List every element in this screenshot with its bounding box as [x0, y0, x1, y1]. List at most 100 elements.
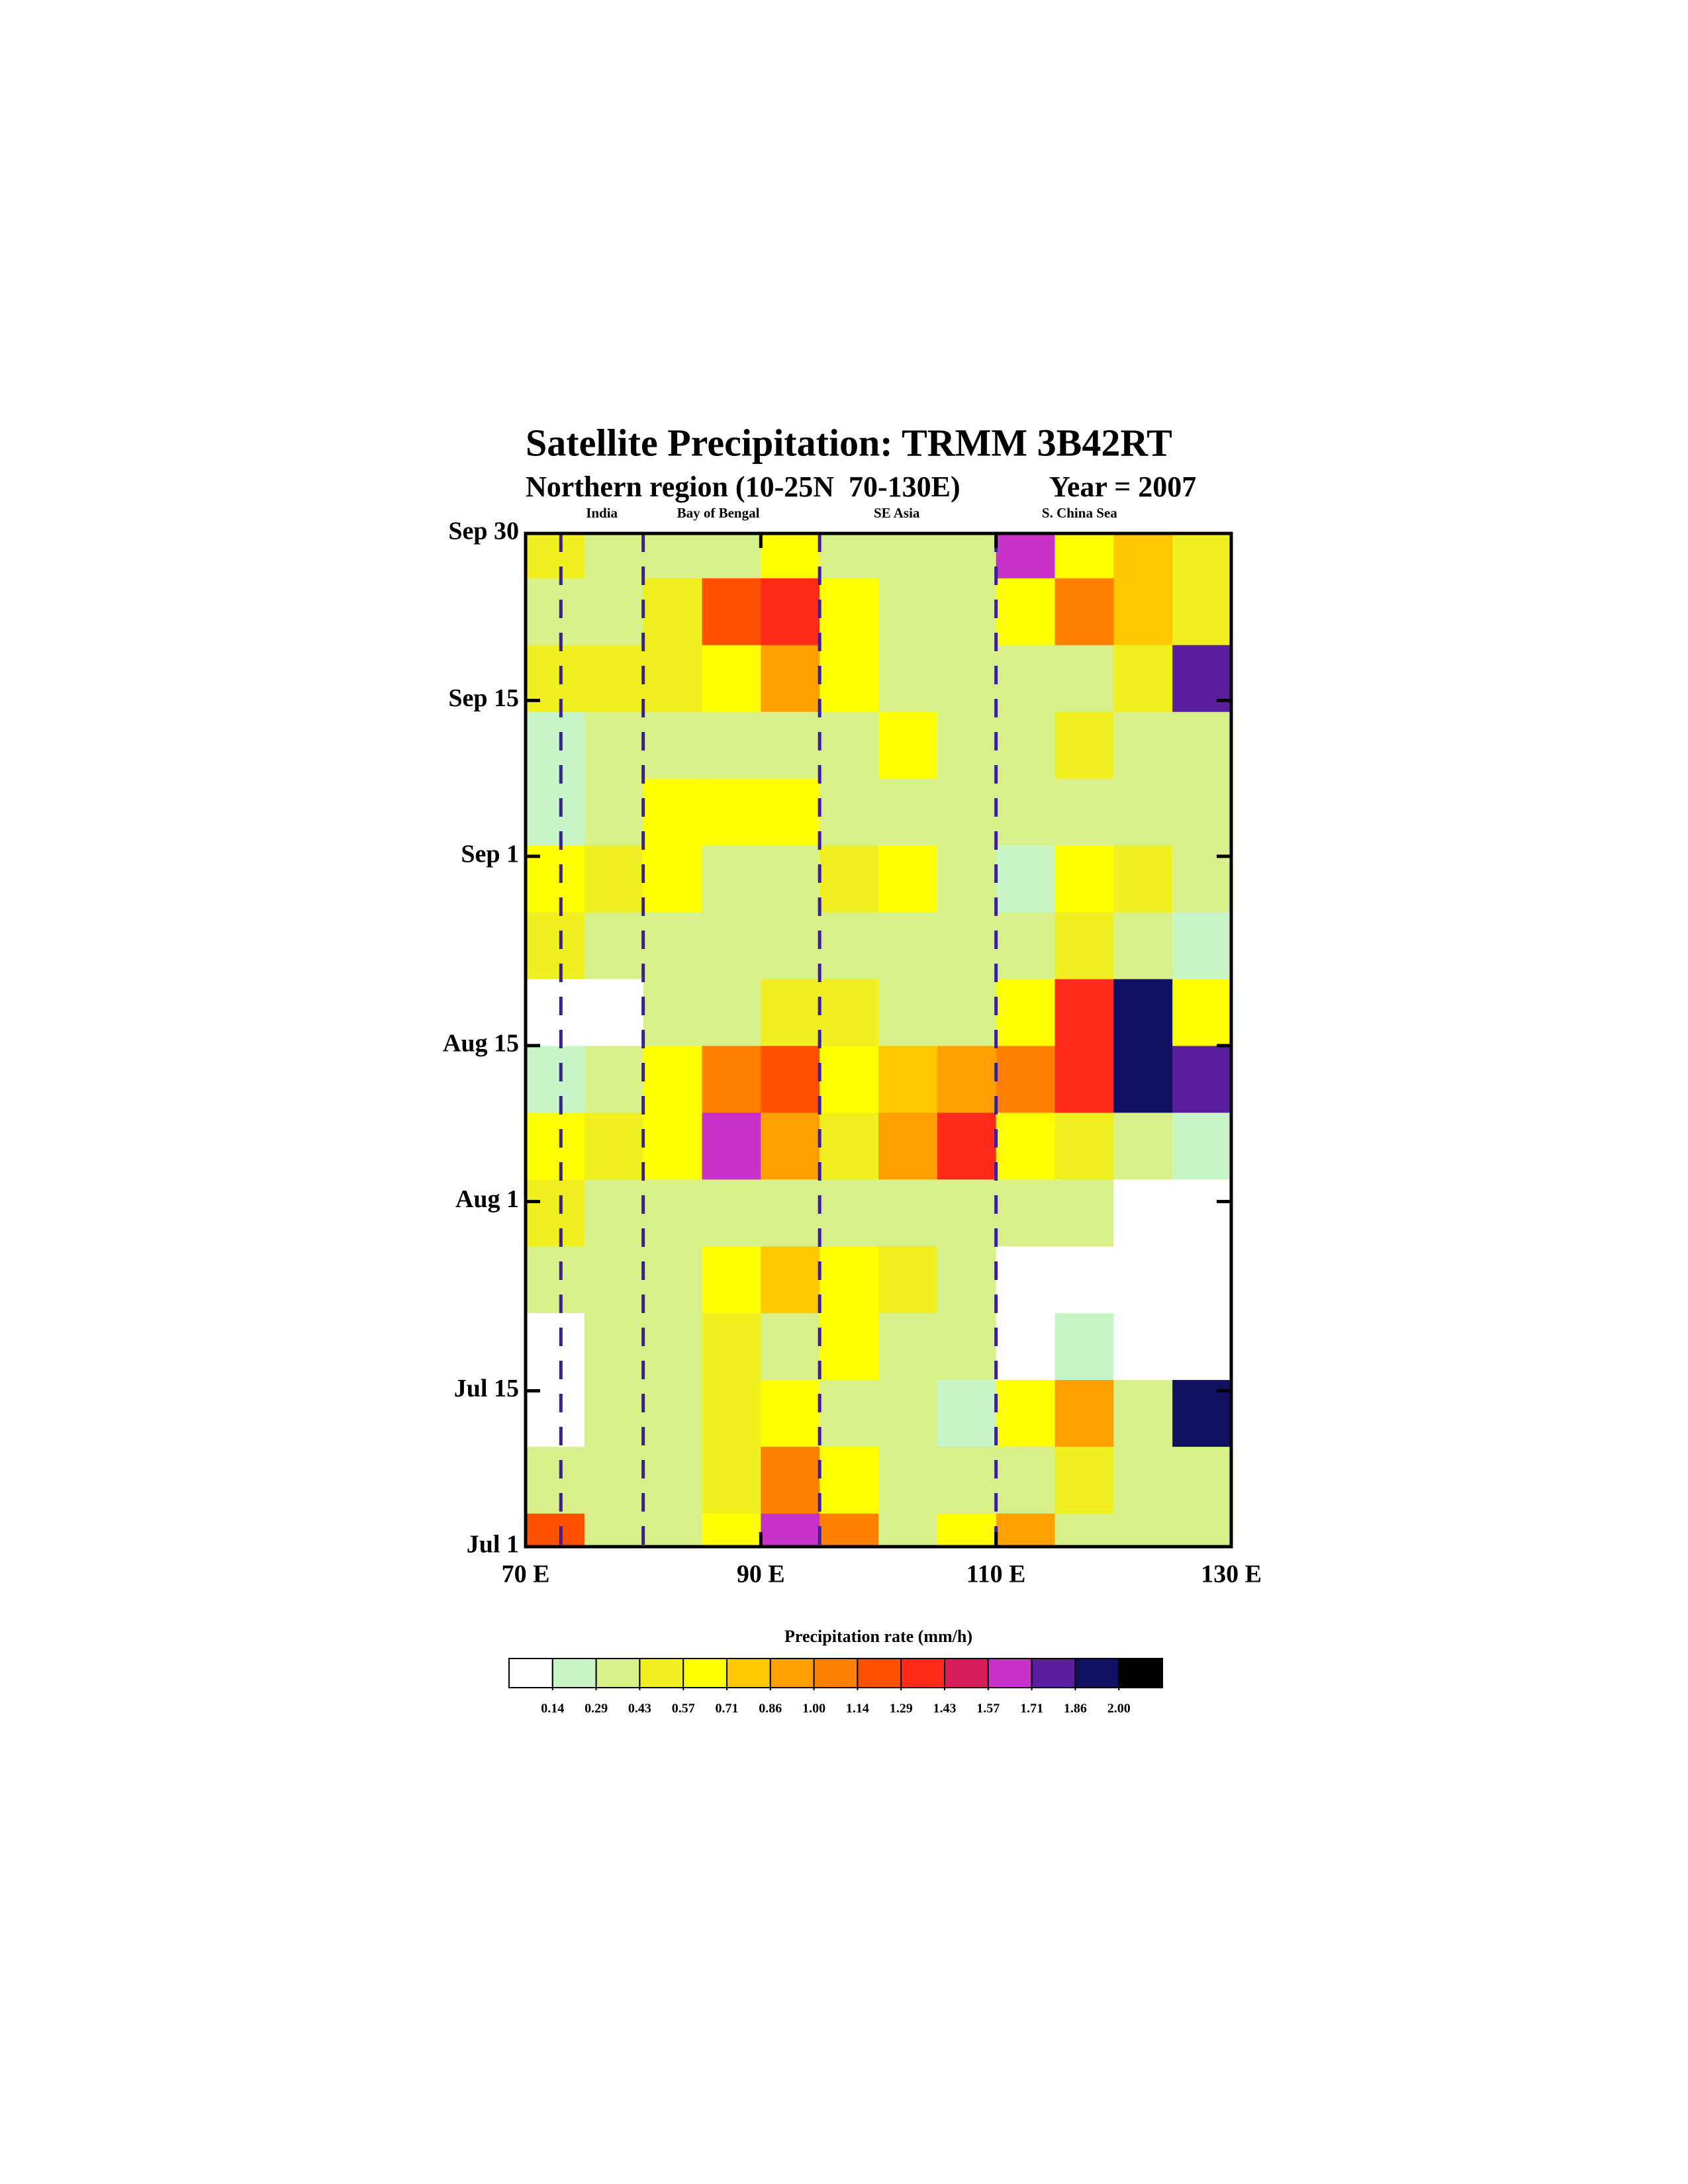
heatmap-cell — [878, 1179, 938, 1247]
heatmap-cell — [526, 711, 585, 779]
heatmap-cell — [996, 533, 1055, 578]
heatmap-cell — [1172, 1045, 1231, 1113]
heatmap-cell — [761, 1112, 820, 1180]
heatmap-cell — [937, 778, 997, 846]
heatmap-cell — [878, 711, 938, 779]
heatmap-cell — [1055, 533, 1114, 578]
heatmap-cell — [1113, 1112, 1173, 1180]
colorbar-box — [944, 1658, 989, 1688]
y-tick-label: Sep 30 — [448, 518, 519, 545]
heatmap-cell — [643, 1379, 702, 1447]
heatmap-cell — [937, 1179, 997, 1247]
heatmap-cell — [761, 1246, 820, 1314]
heatmap-cell — [1172, 1513, 1231, 1547]
heatmap-cell — [1113, 845, 1173, 913]
heatmap-cell — [584, 778, 644, 846]
heatmap-cell — [643, 1513, 702, 1547]
heatmap-cell — [761, 978, 820, 1046]
heatmap-cell — [937, 645, 997, 712]
heatmap-cell — [761, 1045, 820, 1113]
heatmap-cell — [584, 845, 644, 913]
heatmap-cell — [643, 711, 702, 779]
heatmap-cell — [1172, 978, 1231, 1046]
x-tick-label: 70 E — [502, 1561, 550, 1588]
heatmap-cell — [1113, 1379, 1173, 1447]
heatmap-cell — [702, 1312, 761, 1381]
heatmap-cell — [584, 1179, 644, 1247]
y-tick-label: Aug 1 — [455, 1185, 519, 1213]
y-tick-label: Sep 15 — [448, 684, 519, 712]
heatmap-cell — [702, 845, 761, 913]
heatmap-cell — [643, 978, 702, 1046]
heatmap-cell — [820, 1446, 879, 1514]
heatmap-cell — [1172, 578, 1231, 645]
heatmap-cell — [1055, 912, 1114, 979]
heatmap-cell — [643, 1246, 702, 1314]
heatmap-cell — [1172, 778, 1231, 846]
heatmap-cell — [526, 778, 585, 846]
heatmap-cell — [820, 912, 879, 979]
heatmap-cell — [584, 1246, 644, 1314]
heatmap-cell — [937, 1379, 997, 1447]
heatmap-cell — [996, 1246, 1055, 1314]
heatmap-cell — [1055, 578, 1114, 645]
heatmap-cell — [937, 533, 997, 578]
heatmap-cell — [526, 1112, 585, 1180]
heatmap-cell — [702, 1179, 761, 1247]
heatmap-cell — [820, 1179, 879, 1247]
heatmap-cell — [878, 1246, 938, 1314]
heatmap-cell — [643, 533, 702, 578]
colorbar-box — [1074, 1658, 1120, 1688]
heatmap-cell — [702, 1246, 761, 1314]
heatmap-cell — [1055, 978, 1114, 1046]
colorbar-title: Precipitation rate (mm/h) — [784, 1627, 972, 1646]
heatmap-cell — [643, 645, 702, 712]
heatmap-cell — [526, 1312, 585, 1381]
heatmap-cell — [996, 778, 1055, 846]
heatmap-cell — [1055, 645, 1114, 712]
heatmap-cell — [937, 1446, 997, 1514]
heatmap-cell — [996, 1513, 1055, 1547]
heatmap-cell — [1113, 912, 1173, 979]
heatmap-cell — [1055, 1513, 1114, 1547]
heatmap-cell — [761, 711, 820, 779]
heatmap-cell — [1055, 845, 1114, 913]
heatmap-cell — [1172, 912, 1231, 979]
region-label: India — [586, 505, 618, 521]
colorbar-label: 1.00 — [802, 1702, 825, 1716]
heatmap-cell — [702, 578, 761, 645]
colorbar-box — [1031, 1658, 1076, 1688]
colorbar-box — [682, 1658, 727, 1688]
heatmap-cell — [937, 978, 997, 1046]
heatmap-cell — [820, 1045, 879, 1113]
heatmap-cell — [1172, 1312, 1231, 1381]
heatmap-cell — [702, 1446, 761, 1514]
colorbar-box — [639, 1658, 684, 1688]
region-label: SE Asia — [874, 505, 920, 521]
heatmap-cell — [643, 1446, 702, 1514]
heatmap-cell — [878, 845, 938, 913]
heatmap-cell — [820, 845, 879, 913]
heatmap-cell — [1113, 711, 1173, 779]
heatmap-cell — [1113, 978, 1173, 1046]
heatmap-cell — [996, 1045, 1055, 1113]
heatmap-cell — [761, 1446, 820, 1514]
colorbar-label: 0.57 — [672, 1702, 695, 1716]
heatmap-cell — [1172, 533, 1231, 578]
heatmap-cell — [761, 645, 820, 712]
y-tick-label: Jul 15 — [454, 1375, 519, 1402]
heatmap-cell — [702, 1112, 761, 1180]
colorbar-label: 1.14 — [846, 1702, 869, 1716]
heatmap-cell — [643, 912, 702, 979]
heatmap-cell — [937, 912, 997, 979]
heatmap-cell — [761, 578, 820, 645]
heatmap-cell — [1113, 1446, 1173, 1514]
x-tick-label: 90 E — [737, 1561, 785, 1588]
heatmap-cell — [526, 912, 585, 979]
heatmap-cell — [584, 1379, 644, 1447]
heatmap-cell — [878, 1379, 938, 1447]
heatmap-cell — [820, 778, 879, 846]
heatmap-cell — [643, 845, 702, 913]
heatmap-cell — [1055, 1312, 1114, 1381]
heatmap-cell — [702, 533, 761, 578]
